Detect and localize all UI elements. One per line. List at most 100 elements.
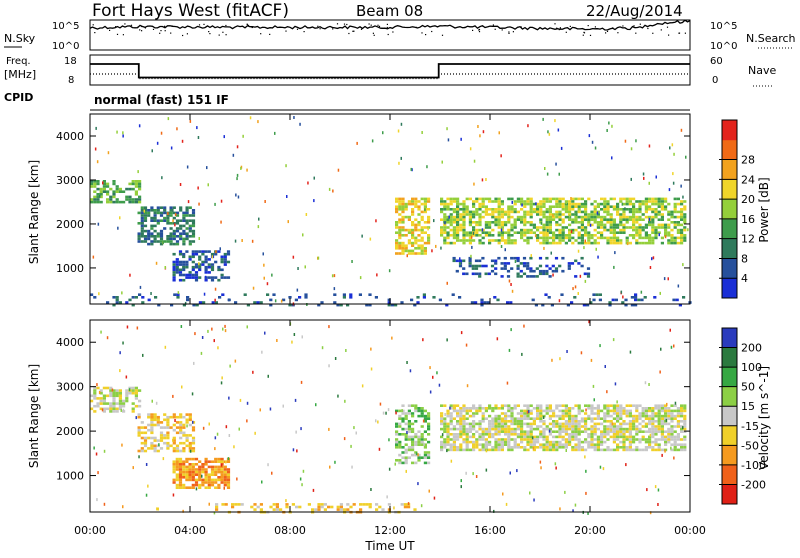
- power-cell: [198, 265, 202, 269]
- velocity-noise: [228, 396, 230, 400]
- velocity-cell: [497, 443, 501, 446]
- power-noise: [307, 181, 309, 185]
- power-cell: [548, 200, 552, 203]
- velocity-cell: [143, 426, 148, 429]
- power-cell: [587, 223, 591, 227]
- nsearch-point: [122, 34, 124, 36]
- power-cell: [571, 241, 575, 245]
- velocity-cell: [670, 443, 674, 446]
- power-cell: [226, 260, 231, 264]
- power-noise: [196, 126, 198, 130]
- power-noise: [424, 208, 426, 212]
- velocity-noise: [599, 465, 602, 469]
- power-cell: [632, 210, 636, 214]
- velocity-cell: [223, 465, 227, 469]
- velocity-cell: [140, 447, 144, 450]
- power-cell: [475, 213, 479, 216]
- velocity-cell: [99, 391, 103, 395]
- velocity-cell: [632, 417, 636, 420]
- power-cell: [472, 228, 476, 232]
- power-cell: [178, 278, 183, 282]
- velocity-cell: [590, 425, 594, 428]
- power-cell: [657, 197, 661, 201]
- power-colorbar-swatch: [722, 179, 737, 200]
- power-cell: [481, 241, 485, 245]
- power-noise: [236, 145, 239, 149]
- velocity-cell: [510, 433, 514, 436]
- velocity-noise: [405, 469, 407, 473]
- power-cell: [282, 298, 286, 302]
- power-cell: [529, 213, 533, 216]
- velocity-cell: [420, 443, 424, 446]
- power-cell: [506, 262, 511, 265]
- velocity-cell: [443, 404, 447, 407]
- velocity-cell: [622, 422, 626, 426]
- velocity-cell: [577, 407, 581, 410]
- power-cell: [654, 213, 658, 216]
- velocity-cell: [500, 448, 504, 452]
- velocity-cell: [504, 425, 508, 428]
- power-cell: [398, 221, 402, 224]
- power-cell: [516, 256, 520, 260]
- power-cell: [417, 208, 421, 211]
- velocity-cell: [619, 425, 623, 428]
- power-cell: [401, 234, 405, 237]
- velocity-cell: [571, 420, 575, 423]
- velocity-cell: [664, 404, 668, 407]
- power-cell: [210, 276, 215, 279]
- velocity-cell: [102, 386, 106, 390]
- velocity-cell: [619, 427, 623, 431]
- velocity-cell: [223, 478, 227, 482]
- velocity-cell: [664, 438, 668, 441]
- velocity-cell: [368, 503, 372, 506]
- velocity-cell: [600, 417, 604, 420]
- velocity-cell: [404, 433, 408, 436]
- velocity-cell: [625, 422, 629, 426]
- power-cell: [204, 255, 208, 259]
- power-cell: [207, 276, 211, 279]
- power-noise: [285, 164, 287, 168]
- velocity-cell: [606, 409, 610, 413]
- velocity-cell: [680, 407, 684, 410]
- velocity-cell: [561, 425, 565, 428]
- power-cell: [175, 242, 180, 246]
- nsearch-point: [556, 27, 558, 29]
- velocity-cell: [600, 435, 604, 439]
- nsearch-point: [482, 25, 484, 27]
- power-cell: [112, 193, 116, 196]
- power-cell: [529, 205, 533, 208]
- power-cell: [112, 296, 116, 299]
- velocity-cell: [269, 505, 273, 509]
- velocity-cell: [456, 433, 460, 436]
- velocity-noise: [604, 365, 606, 368]
- velocity-cell: [545, 440, 549, 444]
- power-cell: [567, 267, 571, 270]
- power-cell: [675, 298, 679, 302]
- velocity-cell: [400, 503, 404, 506]
- velocity-cell: [507, 420, 511, 423]
- power-cell: [440, 210, 444, 214]
- power-cell: [153, 211, 157, 215]
- power-cell: [507, 234, 511, 237]
- velocity-cell: [539, 435, 543, 439]
- power-cell: [223, 252, 227, 256]
- power-cell: [172, 235, 176, 238]
- power-colorbar-tick-label: 16: [741, 213, 755, 226]
- power-cell: [504, 210, 508, 214]
- power-cell: [449, 200, 453, 203]
- power-cell: [651, 236, 655, 240]
- velocity-cell: [497, 425, 501, 428]
- velocity-cell: [504, 404, 508, 407]
- power-cell: [342, 296, 346, 299]
- power-cell: [670, 236, 674, 240]
- velocity-cell: [96, 404, 100, 408]
- velocity-cell: [648, 440, 652, 444]
- velocity-noise: [119, 351, 121, 355]
- velocity-cell: [622, 412, 626, 415]
- velocity-cell: [641, 412, 645, 415]
- power-cell: [349, 296, 353, 299]
- power-cell: [182, 224, 186, 228]
- power-cell: [488, 239, 492, 242]
- power-noise: [591, 140, 594, 144]
- velocity-cell: [231, 505, 235, 509]
